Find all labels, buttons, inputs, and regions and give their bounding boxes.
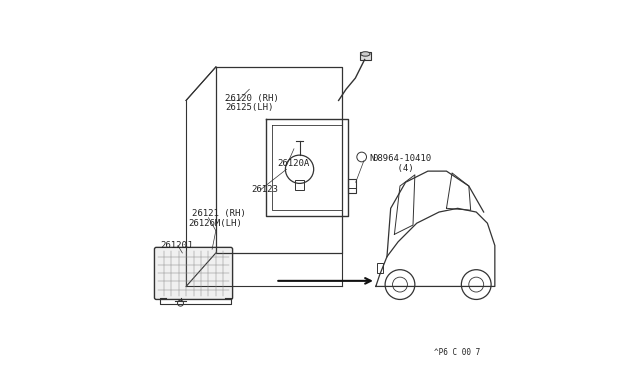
Bar xyxy=(294,180,305,190)
Text: 26120J: 26120J xyxy=(161,241,193,250)
Text: 08964-10410: 08964-10410 xyxy=(372,154,431,163)
Text: (4): (4) xyxy=(376,164,413,173)
Bar xyxy=(360,52,371,60)
Text: 26125(LH): 26125(LH) xyxy=(225,103,273,112)
Text: 26126M(LH): 26126M(LH) xyxy=(188,219,242,228)
Ellipse shape xyxy=(361,52,370,56)
FancyBboxPatch shape xyxy=(154,247,232,299)
Text: 26120 (RH): 26120 (RH) xyxy=(225,94,279,103)
Text: 26120A: 26120A xyxy=(277,159,310,168)
Text: 26123: 26123 xyxy=(251,185,278,194)
Bar xyxy=(348,179,356,193)
Text: N: N xyxy=(370,154,375,163)
Text: ^P6 C 00 7: ^P6 C 00 7 xyxy=(434,348,480,357)
Bar xyxy=(376,263,383,273)
Text: 26121 (RH): 26121 (RH) xyxy=(191,209,245,218)
